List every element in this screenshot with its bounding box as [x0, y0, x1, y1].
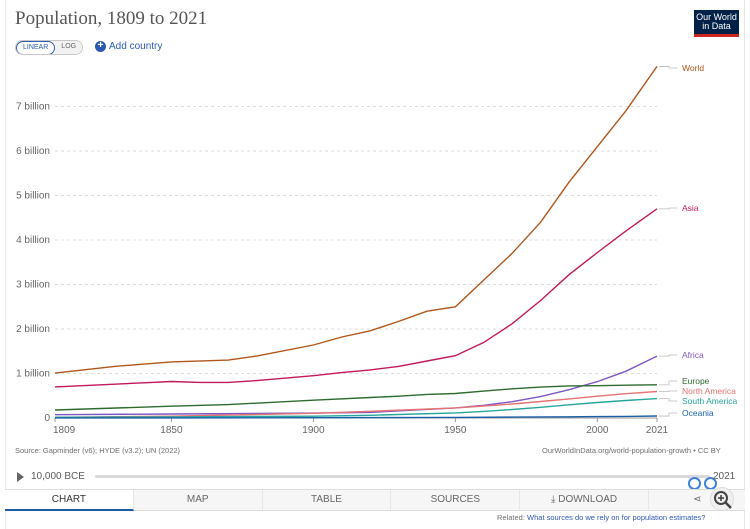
grid-layer	[55, 106, 657, 374]
chart-frame	[5, 0, 745, 529]
tab-download[interactable]: ⤓ DOWNLOAD	[520, 490, 649, 511]
y-tick-label: 6 billion	[16, 146, 50, 157]
scale-toggle[interactable]: LINEAR LOG	[15, 40, 84, 55]
y-tick-label: 0	[44, 413, 50, 424]
add-country-label: Add country	[109, 41, 163, 52]
series-line-asia	[54, 208, 658, 388]
label-connector	[659, 390, 677, 392]
label-connector	[659, 66, 677, 69]
y-tick-label: 1 billion	[16, 369, 50, 380]
tab-map[interactable]: MAP	[133, 490, 263, 511]
zoom-icon[interactable]	[710, 487, 734, 511]
play-icon[interactable]	[17, 472, 24, 482]
plus-circle-icon: +	[95, 41, 106, 52]
series-end-label-oceania: Oceania	[682, 408, 714, 418]
page-title: Population, 1809 to 2021	[15, 8, 208, 29]
tab-table[interactable]: TABLE	[262, 490, 392, 511]
label-connector	[659, 207, 677, 210]
label-connector	[659, 354, 677, 357]
y-tick-label: 3 billion	[16, 280, 50, 291]
x-tick-label: 1950	[444, 425, 467, 436]
x-tick-label: 2021	[646, 425, 669, 436]
owid-logo[interactable]: Our World in Data	[694, 10, 739, 37]
logo-line-2: in Data	[702, 21, 731, 31]
series-layer	[54, 65, 658, 419]
series-end-label-world: World	[682, 63, 704, 73]
related-prefix: Related:	[497, 513, 525, 522]
x-tick-label: 1900	[302, 425, 325, 436]
y-tick-label: 4 billion	[16, 235, 50, 246]
timeline-track[interactable]	[95, 475, 717, 490]
share-icon: ⋖	[692, 494, 702, 505]
series-end-label-south-america: South America	[682, 396, 738, 406]
timeline-end-label: 2021	[713, 471, 736, 482]
tab-sources[interactable]: SOURCES	[391, 490, 521, 511]
timeline-start-label: 10,000 BCE	[31, 471, 85, 482]
label-connector	[659, 398, 677, 402]
series-end-label-north-america: North America	[682, 386, 736, 396]
series-line-world	[54, 65, 658, 374]
download-label: DOWNLOAD	[558, 494, 618, 505]
x-tick-label: 2000	[586, 425, 609, 436]
add-country-button[interactable]: + Add country	[95, 41, 162, 52]
y-tick-label: 7 billion	[16, 102, 50, 113]
tab-bar: CHART MAP TABLE SOURCES ⤓ DOWNLOAD ⋖	[5, 489, 745, 511]
tab-chart[interactable]: CHART	[5, 490, 134, 511]
y-tick-label: 5 billion	[16, 191, 50, 202]
label-connector	[659, 380, 677, 386]
download-icon: ⤓	[551, 494, 556, 505]
timeline[interactable]: 10,000 BCE 2021	[15, 468, 740, 490]
y-tick-label: 2 billion	[16, 324, 50, 335]
series-end-label-europe: Europe	[682, 376, 710, 386]
series-line-europe	[54, 384, 658, 411]
related-link[interactable]: What sources do we rely on for populatio…	[527, 513, 706, 522]
series-line-oceania	[55, 415, 658, 419]
log-toggle-button[interactable]: LOG	[55, 41, 83, 54]
series-end-label-asia: Asia	[682, 203, 699, 213]
x-tick-label: 1809	[53, 425, 76, 436]
x-tick-label: 1850	[160, 425, 183, 436]
related-note: Related: What sources do we rely on for …	[497, 513, 705, 522]
series-line-south-america	[54, 397, 658, 418]
source-note: Source: Gapminder (v6); HYDE (v3.2); UN …	[15, 446, 181, 455]
citation-link[interactable]: OurWorldInData.org/world-population-grow…	[542, 446, 721, 455]
series-line-north-america	[54, 390, 658, 418]
linear-toggle-button[interactable]: LINEAR	[16, 41, 56, 54]
label-connector	[659, 412, 677, 417]
series-end-label-africa: Africa	[682, 350, 704, 360]
logo-line-1: Our World	[696, 12, 737, 22]
